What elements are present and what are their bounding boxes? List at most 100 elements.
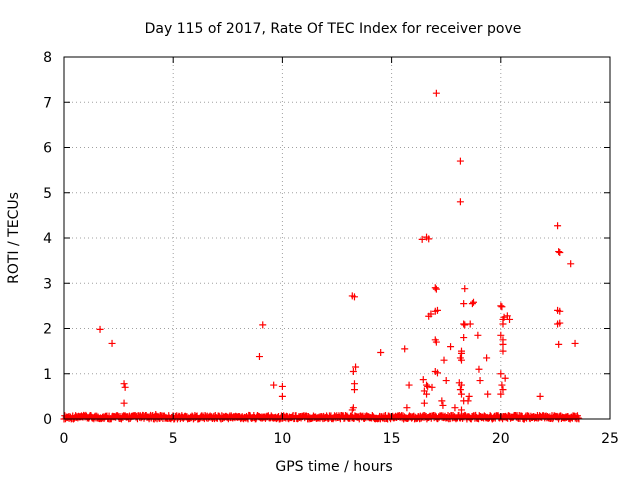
data-point xyxy=(536,392,544,400)
data-point xyxy=(377,348,385,356)
data-point xyxy=(555,248,563,256)
data-point xyxy=(108,339,116,347)
y-axis-label: ROTI / TECUs xyxy=(6,192,22,284)
data-point xyxy=(120,380,128,388)
data-point xyxy=(497,331,505,339)
data-point xyxy=(432,285,440,293)
data-point xyxy=(475,365,483,373)
data-point xyxy=(433,306,441,314)
data-point xyxy=(350,380,358,388)
data-point xyxy=(554,222,562,230)
axis-ticks: 0 5 10 15 20 25 0 1 2 3 4 5 6 7 8 xyxy=(43,50,619,447)
data-point xyxy=(431,284,439,292)
data-point xyxy=(556,248,564,256)
data-point xyxy=(278,382,286,390)
data-point xyxy=(501,374,509,382)
x-tick-label: 10 xyxy=(273,431,291,447)
data-point xyxy=(465,392,473,400)
data-points xyxy=(60,89,583,423)
data-point xyxy=(499,340,507,348)
data-point xyxy=(461,321,469,329)
data-point xyxy=(474,331,482,339)
data-point xyxy=(457,349,465,357)
data-point xyxy=(457,406,465,414)
data-point xyxy=(499,386,507,394)
data-point xyxy=(405,381,413,389)
data-point xyxy=(427,310,435,318)
data-point xyxy=(139,411,147,419)
data-point xyxy=(468,300,476,308)
data-point xyxy=(483,354,491,362)
data-point xyxy=(500,313,508,321)
data-point xyxy=(506,315,514,323)
data-point xyxy=(556,307,564,315)
x-tick-label: 15 xyxy=(383,431,401,447)
data-point xyxy=(556,319,564,327)
data-point xyxy=(121,383,129,391)
data-point xyxy=(423,381,431,389)
data-point xyxy=(424,382,432,390)
data-point xyxy=(120,399,128,407)
data-point xyxy=(457,381,465,389)
data-point xyxy=(349,367,357,375)
data-point xyxy=(555,340,563,348)
data-point xyxy=(498,381,506,389)
data-point xyxy=(464,397,472,405)
data-point xyxy=(259,321,267,329)
data-point xyxy=(460,334,468,342)
data-point xyxy=(401,345,409,353)
y-tick-label: 2 xyxy=(43,322,52,338)
data-point xyxy=(460,300,468,308)
data-point xyxy=(497,302,505,310)
data-point xyxy=(348,406,356,414)
data-point xyxy=(456,157,464,165)
data-point xyxy=(425,235,433,243)
data-point xyxy=(278,392,286,400)
data-point xyxy=(498,303,506,311)
data-point xyxy=(499,347,507,355)
data-point xyxy=(352,363,360,371)
data-point xyxy=(457,390,465,398)
x-tick-label: 20 xyxy=(492,431,510,447)
data-point xyxy=(270,381,278,389)
data-point xyxy=(484,390,492,398)
x-tick-label: 0 xyxy=(60,431,69,447)
data-point xyxy=(456,198,464,206)
data-point xyxy=(447,343,455,351)
data-point xyxy=(438,397,446,405)
data-point xyxy=(439,401,447,409)
data-point xyxy=(503,312,511,320)
x-tick-label: 25 xyxy=(601,431,619,447)
data-point xyxy=(456,386,464,394)
data-point xyxy=(466,320,474,328)
data-point xyxy=(442,377,450,385)
data-point xyxy=(420,399,428,407)
chart-title: Day 115 of 2017, Rate Of TEC Index for r… xyxy=(145,21,522,37)
y-tick-label: 0 xyxy=(43,412,52,428)
data-point xyxy=(432,338,440,346)
data-point xyxy=(457,356,465,364)
data-point xyxy=(497,370,505,378)
y-tick-label: 4 xyxy=(43,231,52,247)
grid xyxy=(64,57,610,419)
data-point xyxy=(440,356,448,364)
data-point xyxy=(419,376,427,384)
data-point xyxy=(350,386,358,394)
data-point xyxy=(497,390,505,398)
data-point xyxy=(96,325,104,333)
data-point xyxy=(156,412,164,420)
y-tick-label: 7 xyxy=(43,95,52,111)
data-point xyxy=(574,414,582,422)
data-point xyxy=(423,390,431,398)
data-point xyxy=(350,293,358,301)
data-point xyxy=(418,235,426,243)
data-point xyxy=(499,320,507,328)
data-point xyxy=(403,404,411,412)
data-point xyxy=(451,404,459,412)
data-point xyxy=(428,383,436,391)
data-point xyxy=(432,89,440,97)
data-point xyxy=(567,260,575,268)
y-tick-label: 8 xyxy=(43,50,52,66)
y-tick-label: 1 xyxy=(43,367,52,383)
